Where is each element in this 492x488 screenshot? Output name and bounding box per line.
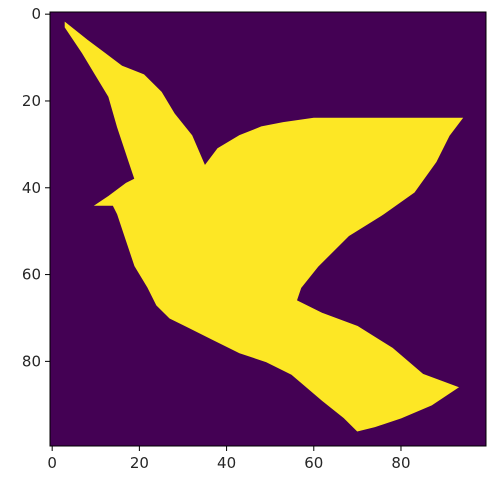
axes: 0 20 40 60 80 0 20 40 60 80 <box>22 5 487 472</box>
y-tick-label: 60 <box>22 266 41 284</box>
x-tick-label: 20 <box>130 454 149 472</box>
x-tick-label: 60 <box>304 454 323 472</box>
y-tick-label: 20 <box>22 92 41 110</box>
foreground-region <box>64 21 464 432</box>
x-tick-label: 40 <box>217 454 236 472</box>
y-tick-label: 40 <box>22 179 41 197</box>
y-tick-label: 80 <box>22 352 41 370</box>
image-area <box>50 12 486 446</box>
axes-frame <box>49 11 487 447</box>
x-tick-label: 0 <box>47 454 57 472</box>
y-tick-label: 0 <box>31 5 41 23</box>
x-tick-label: 80 <box>391 454 410 472</box>
